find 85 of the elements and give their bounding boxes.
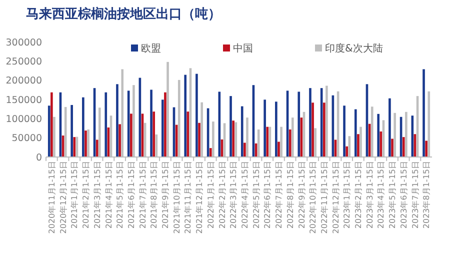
x-tick-label: 2021年4月1-15日 [104,161,114,229]
x-tick-label: 2021年10月1-15日 [172,161,182,234]
x-tick-label: 2022年10月1-15日 [308,161,318,234]
bar [354,109,357,157]
legend-label: 欧盟 [141,42,161,54]
y-tick-label: 200000 [6,76,42,87]
x-tick-label: 2022年2月1-15日 [218,161,227,229]
bar [164,92,166,157]
x-tick-label: 2020年11月1-15日 [47,161,56,234]
x-tick-label: 2022年9月1-15日 [297,161,306,229]
legend-label: 中国 [233,42,253,54]
x-tick-label: 2022年4月1-15日 [240,161,250,229]
x-tick-label: 2022年3月1-15日 [229,161,238,229]
x-tick-label: 2023年3月1-15日 [365,161,374,229]
x-tick-label: 2022年7月1-15日 [274,161,284,229]
bar [312,102,314,157]
x-tick-label: 2021年6月1-15日 [126,161,136,229]
x-tick-label: 2021年8月1-15日 [150,161,159,229]
bar [161,100,164,157]
y-tick-label: 100000 [6,114,42,125]
x-tick-label: 2021年1月1-15日 [70,161,80,229]
bar [309,88,312,157]
chart-title: 马来西亚棕榈油按地区出口（吨） [26,6,221,22]
bar [104,92,108,157]
x-tick-label: 2021年7月1-15日 [138,161,148,229]
bar [264,100,266,157]
x-tick-label: 2021年5月1-15日 [116,161,125,229]
x-tick-label: 2022年12月1-15日 [331,161,340,234]
x-tick-label: 2023年4月1-15日 [376,161,386,229]
bar [422,69,425,157]
bar [377,114,380,157]
bar [357,134,360,157]
x-tick-label: 2021年11月1-15日 [184,161,193,234]
y-tick-label: 250000 [6,56,42,68]
bar [184,74,186,157]
bar [150,90,152,157]
bar [230,96,232,157]
x-tick-label: 2023年7月1-15日 [410,161,420,229]
x-tick-label: 2022年5月1-15日 [252,161,261,229]
x-tick-label: 2023年8月1-15日 [422,161,432,229]
bar [209,148,212,157]
bar [116,84,118,157]
x-tick-label: 2023年1月1-15日 [342,161,352,229]
bar [130,114,132,157]
x-tick-label: 2023年6月1-15日 [399,161,408,229]
y-tick-label: 150000 [6,94,42,106]
bar [152,112,156,157]
bar [232,120,234,157]
x-tick-label: 2021年9月1-15日 [161,161,170,229]
y-tick-label: 300000 [6,37,42,48]
legend-label: 印度&次大陆 [325,42,383,54]
bar [50,92,53,157]
bar [198,122,200,157]
bar [402,137,405,157]
x-tick-label: 2020年12月1-15日 [58,161,68,234]
bar [196,74,198,157]
bar [322,102,326,157]
bar [391,138,394,157]
bar [425,140,428,157]
x-tick-label: 2022年11月1-15日 [320,161,329,234]
bar [266,126,269,157]
bar [70,104,73,157]
x-tick-label: 2022年1月1-15日 [206,161,216,229]
y-tick-label: 0 [36,152,42,164]
x-tick-label: 2023年2月1-15日 [354,161,364,229]
bar [48,106,50,157]
y-tick-label: 50000 [12,133,42,144]
bar [275,102,278,157]
bar [84,130,87,157]
bar [298,92,300,157]
bar [240,106,244,157]
bar [278,142,280,157]
bar [388,98,391,157]
x-tick-label: 2022年8月1-15日 [286,161,295,229]
bar [82,97,84,157]
bar [343,106,346,157]
x-tick-label: 2023年5月1-15日 [388,161,398,229]
bar [346,146,348,157]
bar [73,137,76,157]
x-tick-label: 2022年6月1-15日 [263,161,272,229]
x-tick-label: 2021年3月1-15日 [92,161,102,229]
x-tick-label: 2021年2月1-15日 [82,161,91,229]
x-tick-label: 2021年12月1-15日 [195,161,204,234]
bar [118,124,121,157]
bar [244,142,246,157]
